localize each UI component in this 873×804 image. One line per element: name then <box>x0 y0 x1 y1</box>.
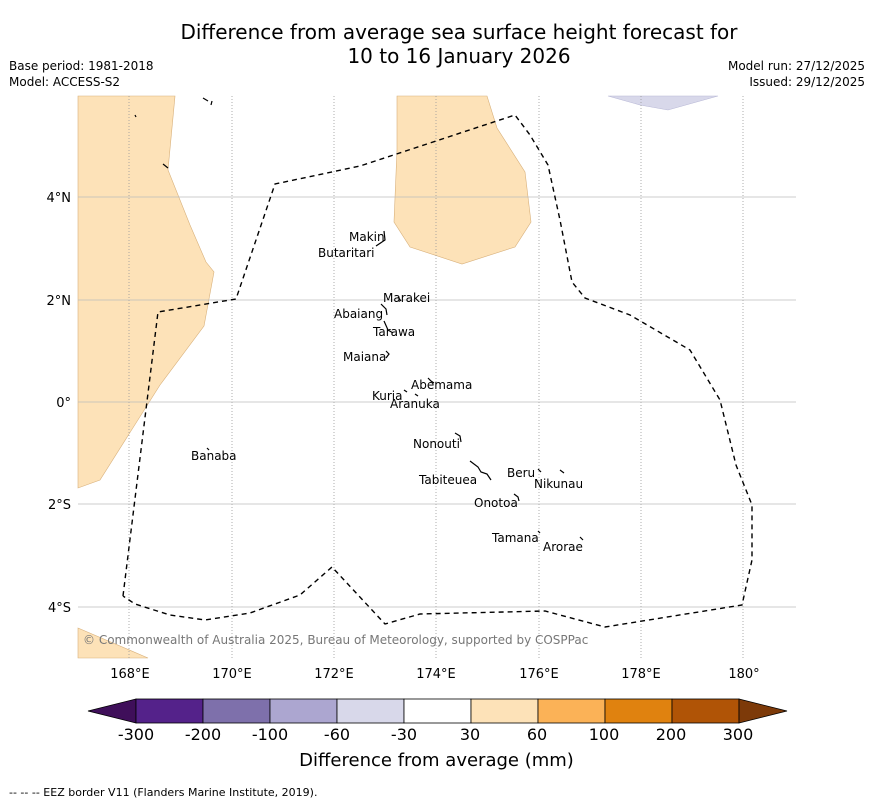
place-label: Abemama <box>411 378 472 392</box>
positive-anomaly-west <box>77 95 215 489</box>
colorbar-swatch <box>671 698 740 724</box>
lon-tick-label: 178°E <box>621 667 661 682</box>
colorbar-tick: -100 <box>251 725 289 744</box>
colorbar-tick: 100 <box>588 725 620 744</box>
colorbar-tick: 200 <box>655 725 687 744</box>
colorbar-title: Difference from average (mm) <box>299 750 574 771</box>
colorbar-swatch <box>269 698 338 724</box>
colorbar-swatch <box>202 698 271 724</box>
lon-tick-label: 172°E <box>314 667 354 682</box>
colorbar-tick: -60 <box>323 725 351 744</box>
title-line-1: Difference from average sea surface heig… <box>180 20 738 44</box>
chart-title: Difference from average sea surface heig… <box>0 20 873 68</box>
colorbar-extend-high <box>738 698 788 724</box>
place-label: Tarawa <box>372 325 415 339</box>
place-label: Butaritari <box>318 246 375 260</box>
lat-tick-label: 0° <box>56 396 71 411</box>
model-name: Model: ACCESS-S2 <box>9 75 121 89</box>
positive-anomaly-southwest <box>77 627 149 659</box>
place-label: Banaba <box>191 449 237 463</box>
place-label: Abaiang <box>334 307 383 321</box>
title-line-2: 10 to 16 January 2026 <box>347 44 571 68</box>
place-label: Makin <box>349 230 385 244</box>
colorbar-tick: -200 <box>184 725 222 744</box>
positive-anomaly-central <box>393 95 532 265</box>
place-label: Tabiteuea <box>418 473 477 487</box>
place-label: Aranuka <box>390 397 440 411</box>
colorbar-tick: -30 <box>390 725 418 744</box>
place-label: Nikunau <box>534 477 583 491</box>
place-label: Beru <box>507 466 535 480</box>
colorbar-swatch <box>470 698 539 724</box>
colorbar <box>87 698 788 724</box>
eez-border <box>122 114 753 628</box>
colorbar-swatch <box>604 698 673 724</box>
colorbar-tick: 300 <box>722 725 754 744</box>
lat-tick-label: 4°N <box>47 191 72 206</box>
lon-tick-label: 174°E <box>416 667 456 682</box>
eez-legend-note: -- -- -- EEZ border V11 (Flanders Marine… <box>9 786 318 799</box>
model-run: Model run: 27/12/2025 <box>727 59 865 73</box>
colorbar-swatch <box>403 698 472 724</box>
base-period: Base period: 1981-2018 <box>9 59 154 73</box>
negative-anomaly-northeast <box>607 95 719 111</box>
lat-tick-label: 2°N <box>47 294 72 309</box>
place-label: Nonouti <box>413 437 460 451</box>
copyright-text: © Commonwealth of Australia 2025, Bureau… <box>83 633 588 647</box>
place-label: Marakei <box>383 291 430 305</box>
meta-right: Model run: 27/12/2025 Issued: 29/12/2025 <box>728 58 865 90</box>
gridlines <box>78 96 796 658</box>
colorbar-tick: 60 <box>526 725 548 744</box>
place-label: Arorae <box>543 540 583 554</box>
lon-tick-label: 180° <box>728 667 759 682</box>
colorbar-tick: -300 <box>117 725 155 744</box>
place-label: Onotoa <box>474 496 518 510</box>
place-label: Kuria <box>372 389 403 403</box>
lat-tick-label: 2°S <box>48 498 71 513</box>
lat-tick-label: 4°S <box>48 601 71 616</box>
lon-tick-label: 170°E <box>212 667 252 682</box>
colorbar-swatch <box>537 698 606 724</box>
anomaly-shading <box>77 95 719 659</box>
colorbar-swatch <box>336 698 405 724</box>
issued-date: Issued: 29/12/2025 <box>749 75 865 89</box>
place-label: Tamana <box>491 531 539 545</box>
lon-tick-label: 168°E <box>110 667 150 682</box>
lon-tick-label: 176°E <box>519 667 559 682</box>
place-label: Maiana <box>343 350 386 364</box>
meta-left: Base period: 1981-2018 Model: ACCESS-S2 <box>9 58 154 90</box>
colorbar-tick: 30 <box>459 725 481 744</box>
colorbar-swatch <box>135 698 204 724</box>
island-outlines <box>134 97 584 541</box>
colorbar-extend-low <box>87 698 137 724</box>
